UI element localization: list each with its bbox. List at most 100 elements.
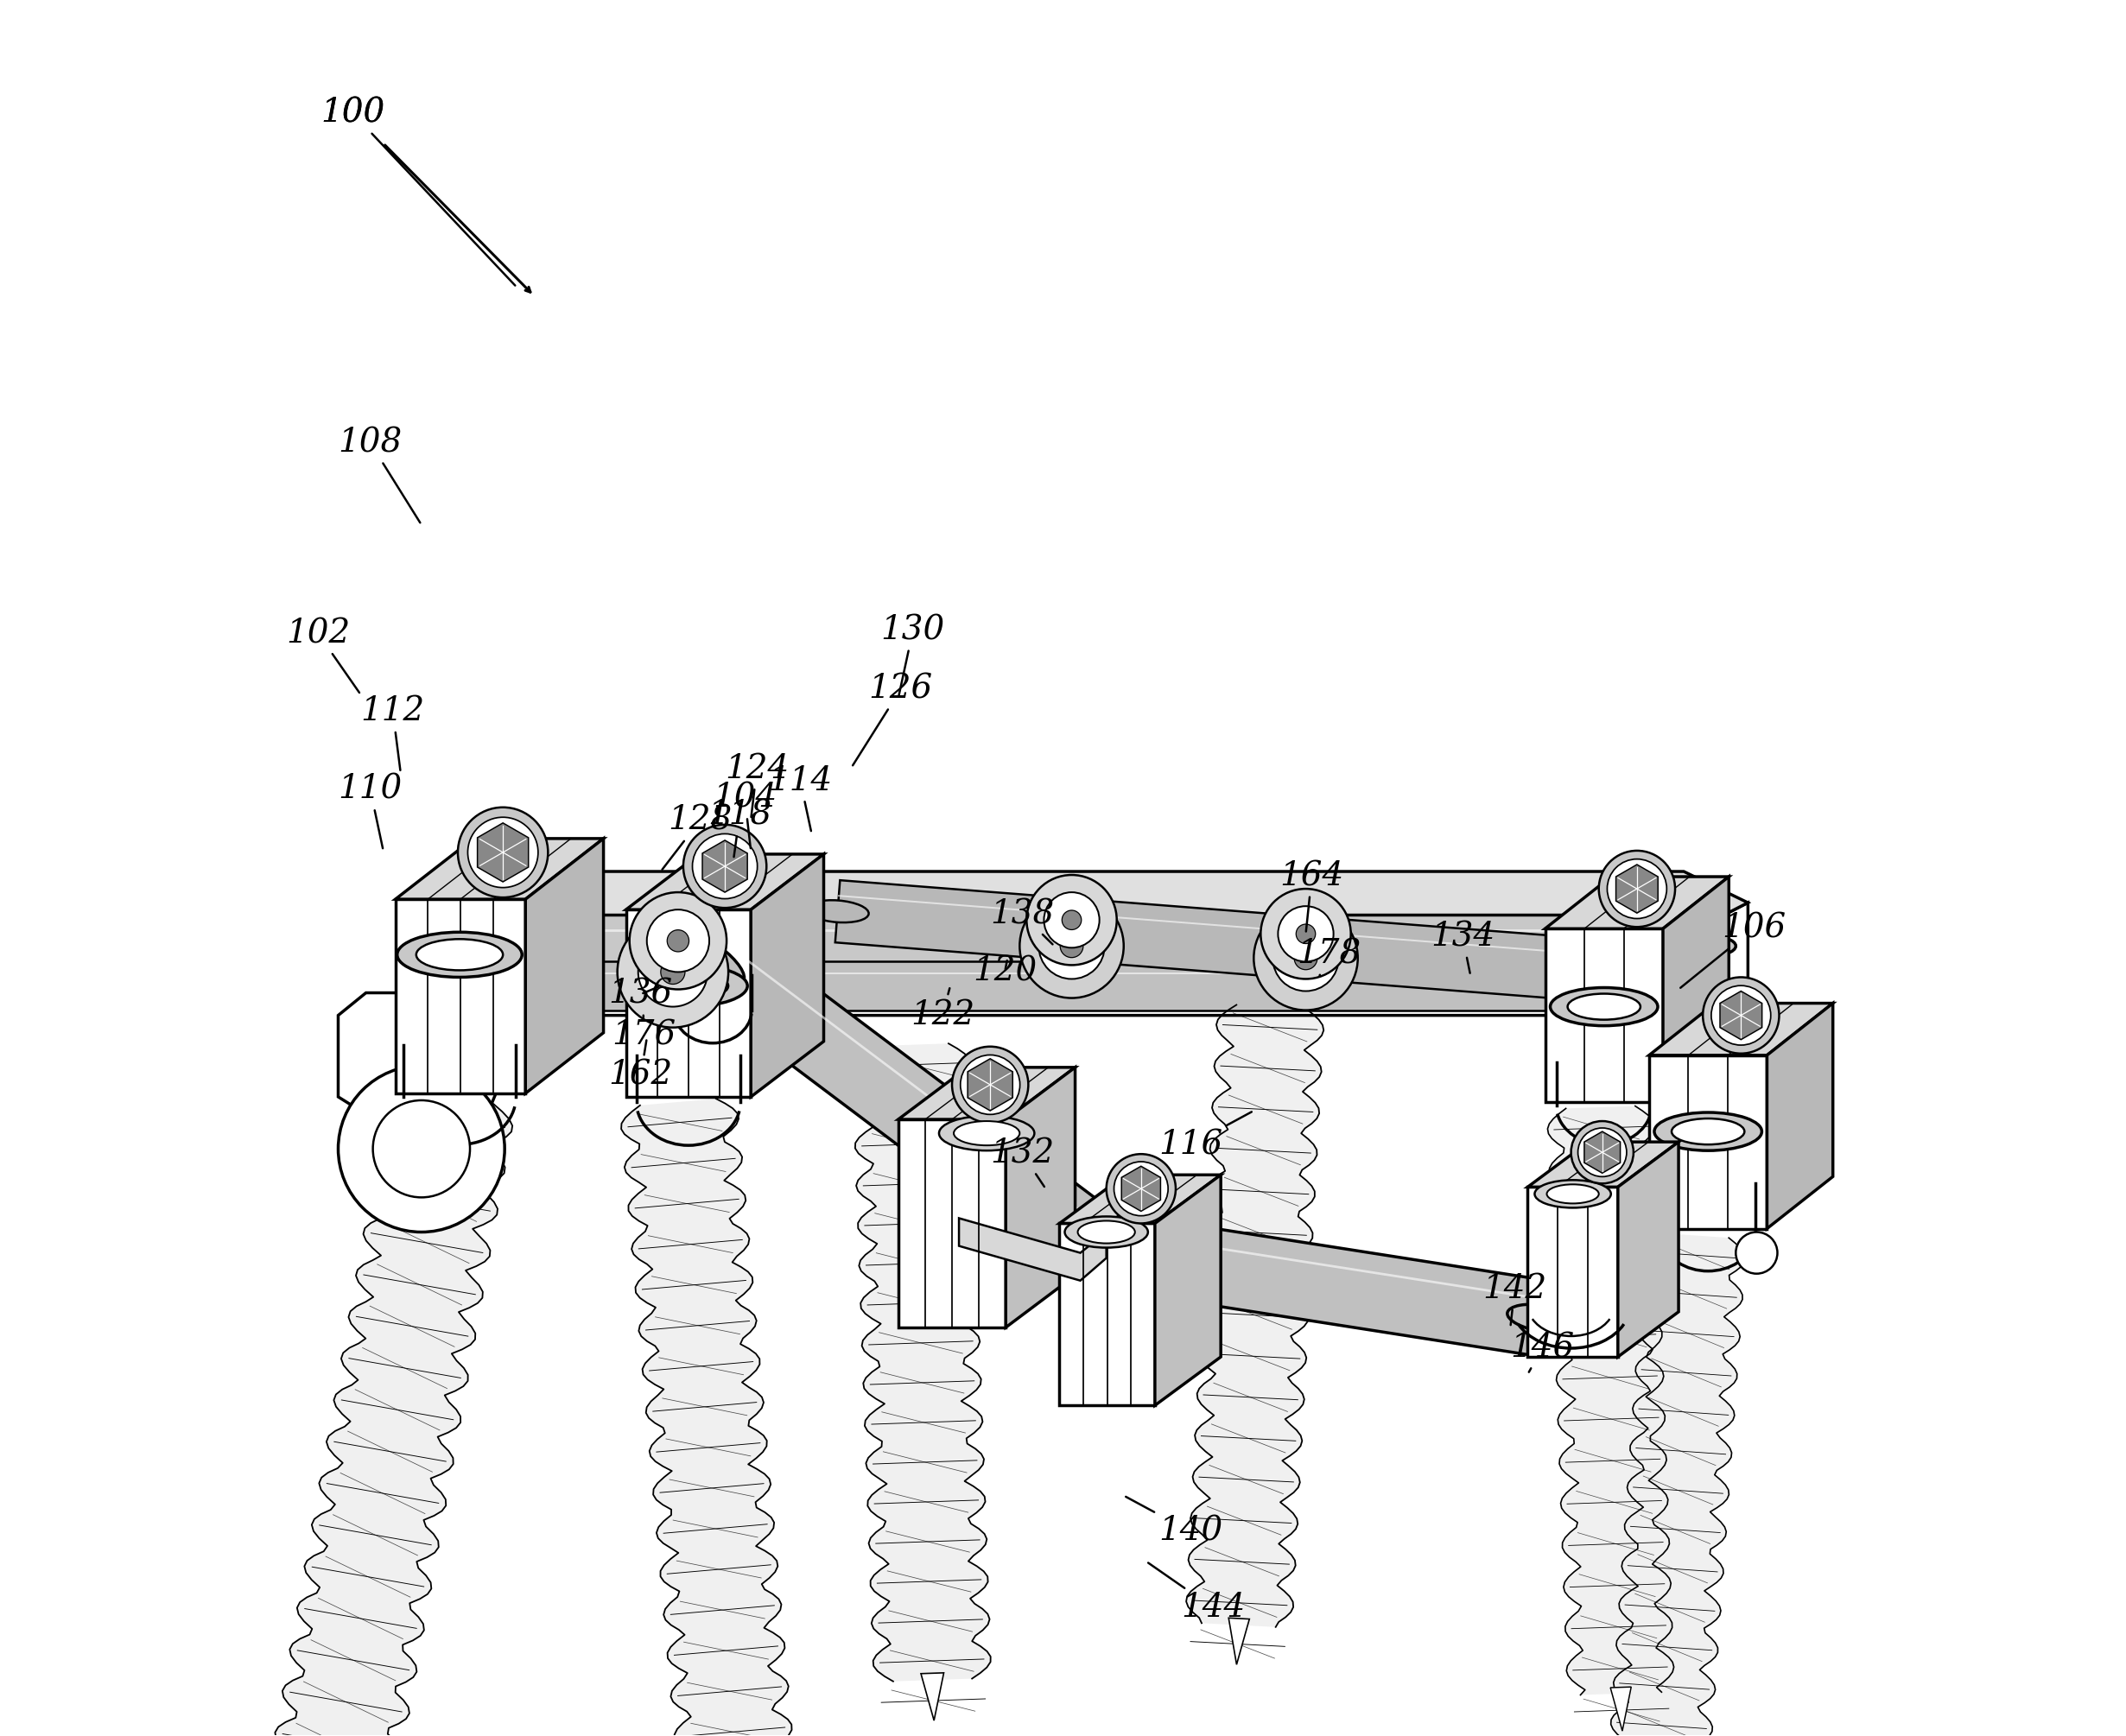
- Ellipse shape: [1078, 1220, 1135, 1243]
- Text: 106: 106: [1680, 913, 1786, 988]
- Ellipse shape: [680, 932, 744, 983]
- Polygon shape: [689, 927, 1135, 1288]
- Ellipse shape: [1654, 1113, 1762, 1151]
- Circle shape: [1254, 906, 1359, 1010]
- Text: 128: 128: [661, 806, 731, 870]
- Polygon shape: [1767, 1003, 1833, 1229]
- Circle shape: [1577, 1128, 1626, 1177]
- Polygon shape: [478, 823, 529, 882]
- Circle shape: [1703, 977, 1779, 1054]
- Ellipse shape: [1548, 1184, 1599, 1203]
- Ellipse shape: [1550, 988, 1658, 1026]
- Circle shape: [1114, 1161, 1167, 1215]
- Polygon shape: [1123, 1167, 1161, 1212]
- Circle shape: [1040, 913, 1106, 979]
- Polygon shape: [1548, 1106, 1673, 1694]
- Text: 102: 102: [287, 618, 359, 693]
- Polygon shape: [967, 1059, 1012, 1111]
- Circle shape: [1020, 894, 1125, 998]
- Text: 114: 114: [767, 766, 833, 832]
- Polygon shape: [921, 1674, 944, 1720]
- Circle shape: [468, 818, 538, 887]
- Polygon shape: [1720, 991, 1762, 1040]
- Circle shape: [1061, 934, 1084, 958]
- Circle shape: [1278, 906, 1333, 962]
- Polygon shape: [1118, 1215, 1552, 1356]
- Text: 146: 146: [1509, 1332, 1575, 1371]
- Text: 178: 178: [1297, 937, 1361, 976]
- Polygon shape: [899, 1068, 1076, 1120]
- Text: 132: 132: [991, 1137, 1054, 1187]
- Polygon shape: [1609, 1687, 1631, 1731]
- Circle shape: [1735, 1233, 1777, 1274]
- Circle shape: [617, 917, 729, 1028]
- Ellipse shape: [1020, 925, 1123, 963]
- Polygon shape: [621, 1099, 791, 1736]
- Circle shape: [1044, 892, 1099, 948]
- Ellipse shape: [1680, 977, 1728, 995]
- Ellipse shape: [1065, 1217, 1148, 1248]
- Ellipse shape: [629, 965, 748, 1007]
- Circle shape: [952, 1047, 1029, 1123]
- Polygon shape: [1186, 1005, 1324, 1627]
- Ellipse shape: [1567, 993, 1641, 1019]
- Circle shape: [457, 807, 549, 898]
- Circle shape: [638, 937, 708, 1007]
- Text: 100: 100: [321, 97, 514, 285]
- Circle shape: [1273, 925, 1339, 991]
- Polygon shape: [395, 838, 604, 899]
- Polygon shape: [1006, 1068, 1076, 1328]
- Ellipse shape: [417, 939, 504, 970]
- Polygon shape: [457, 962, 1705, 1010]
- Polygon shape: [436, 871, 1748, 934]
- Text: 118: 118: [708, 800, 772, 858]
- Polygon shape: [1546, 877, 1728, 929]
- Polygon shape: [1529, 1142, 1680, 1187]
- Ellipse shape: [648, 972, 729, 1000]
- Circle shape: [1027, 875, 1116, 965]
- Text: 134: 134: [1431, 922, 1495, 974]
- Polygon shape: [1607, 1233, 1745, 1736]
- Ellipse shape: [398, 932, 523, 977]
- Circle shape: [693, 833, 757, 899]
- Circle shape: [1571, 1121, 1633, 1184]
- Ellipse shape: [1271, 944, 1339, 969]
- Polygon shape: [1650, 1003, 1833, 1055]
- Ellipse shape: [425, 936, 487, 957]
- Text: 120: 120: [974, 955, 1037, 988]
- Ellipse shape: [1037, 932, 1106, 957]
- Text: 136: 136: [608, 977, 672, 1010]
- Polygon shape: [625, 910, 750, 1097]
- Circle shape: [682, 825, 767, 908]
- Ellipse shape: [1507, 1304, 1582, 1333]
- Polygon shape: [625, 854, 823, 910]
- Circle shape: [1297, 924, 1316, 944]
- Polygon shape: [702, 840, 748, 892]
- Polygon shape: [899, 1120, 1006, 1328]
- Polygon shape: [1229, 1618, 1250, 1665]
- Polygon shape: [1618, 1142, 1680, 1358]
- Ellipse shape: [955, 1121, 1020, 1146]
- Ellipse shape: [432, 977, 480, 995]
- Circle shape: [961, 1055, 1020, 1115]
- Polygon shape: [457, 915, 1705, 977]
- Polygon shape: [853, 1043, 991, 1682]
- Text: 100: 100: [321, 97, 385, 130]
- Circle shape: [1063, 910, 1082, 930]
- Text: 124: 124: [725, 753, 789, 818]
- Text: 126: 126: [853, 674, 933, 766]
- Text: 164: 164: [1280, 861, 1344, 932]
- Ellipse shape: [1673, 936, 1735, 957]
- Circle shape: [338, 1066, 504, 1233]
- Text: 130: 130: [880, 615, 946, 696]
- Polygon shape: [1650, 1055, 1767, 1229]
- Ellipse shape: [1080, 1233, 1144, 1283]
- Polygon shape: [395, 899, 525, 1094]
- Polygon shape: [1154, 1175, 1220, 1406]
- Polygon shape: [1663, 877, 1728, 1102]
- Circle shape: [1711, 986, 1771, 1045]
- Ellipse shape: [1086, 1238, 1161, 1267]
- Text: 108: 108: [338, 427, 421, 523]
- Circle shape: [646, 910, 710, 972]
- Circle shape: [1599, 851, 1675, 927]
